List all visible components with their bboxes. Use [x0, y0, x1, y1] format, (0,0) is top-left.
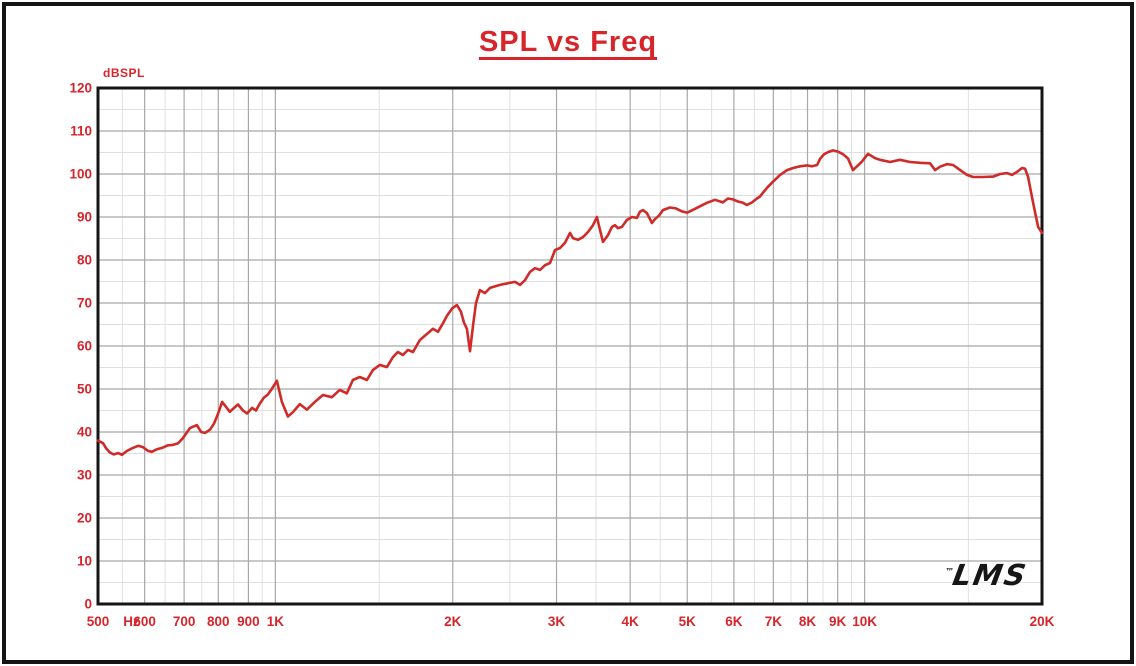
x-tick-label: 900	[237, 614, 260, 629]
x-tick-label: 10K	[852, 614, 877, 629]
y-tick-label: 40	[77, 425, 92, 440]
x-tick-label: 800	[207, 614, 230, 629]
y-tick-label: 0	[84, 597, 92, 612]
lms-logo-text: LMS	[950, 558, 1031, 592]
y-tick-label: 20	[77, 511, 92, 526]
lms-logo: ™LMS	[941, 558, 1046, 592]
y-tick-label: 70	[77, 296, 92, 311]
x-tick-label: 20K	[1030, 614, 1055, 629]
title-row: SPL vs Freq	[0, 26, 1136, 59]
x-tick-label: 3K	[548, 614, 566, 629]
y-tick-label: 110	[70, 124, 92, 139]
x-tick-label: 600	[133, 614, 156, 629]
x-tick-label: 8K	[799, 614, 817, 629]
plot-border	[96, 86, 1044, 606]
y-tick-label: 120	[69, 81, 92, 96]
y-tick-label: 80	[77, 253, 92, 268]
y-tick-label: 10	[77, 554, 92, 569]
y-tick-label: 30	[77, 468, 92, 483]
y-tick-label: 50	[77, 382, 92, 397]
spl-curve	[96, 149, 1044, 457]
x-tick-label: 5K	[679, 614, 697, 629]
x-tick-label: 2K	[444, 614, 462, 629]
y-axis-unit-label: dBSPL	[103, 66, 145, 80]
x-tick-label: 1K	[267, 614, 285, 629]
x-tick-label: 6K	[725, 614, 743, 629]
y-tick-label: 100	[69, 167, 92, 182]
x-tick-label: 500	[87, 614, 110, 629]
x-axis-unit-label: Hz	[123, 614, 140, 629]
x-tick-label: 700	[173, 614, 196, 629]
y-tick-label: 90	[77, 210, 92, 225]
x-tick-label: 4K	[622, 614, 640, 629]
x-tick-label: 7K	[765, 614, 783, 629]
x-tick-label: 9K	[829, 614, 847, 629]
y-tick-label: 60	[77, 339, 92, 354]
chart-title: SPL vs Freq	[478, 26, 658, 58]
